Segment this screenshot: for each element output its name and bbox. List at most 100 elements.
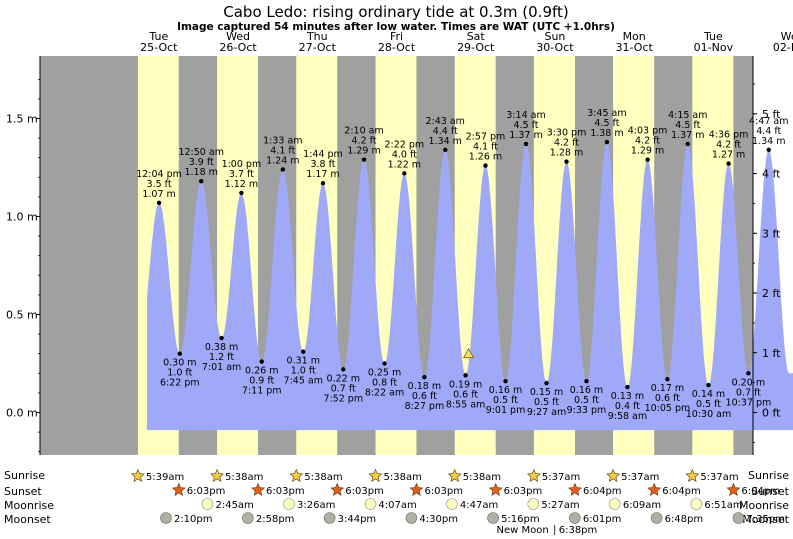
low-time-label-3: 7:01 am (202, 362, 241, 373)
extreme-point-23 (625, 384, 630, 390)
high-m-label-8: 1.17 m (306, 169, 339, 180)
chart-title: Cabo Ledo: rising ordinary tide at 0.3m … (223, 3, 568, 21)
left-tick-label-0: 1.5 m (6, 113, 38, 126)
day-name-3: Fri (390, 30, 403, 43)
high-ft-label-30: 4.4 ft (756, 126, 781, 137)
sunrise-icon-0 (130, 468, 145, 482)
low-m-label-17: 0.16 m (489, 385, 522, 396)
moonset-time-7: 7:35pm (746, 514, 785, 525)
low-ft-label-13: 0.6 ft (412, 391, 437, 402)
high-m-label-16: 1.26 m (469, 152, 502, 163)
low-ft-label-21: 0.5 ft (574, 395, 599, 406)
moonset-time-1: 2:58pm (256, 514, 295, 525)
left-tick-label-1: 1.0 m (6, 211, 38, 224)
sunset-time-4: 6:03pm (504, 486, 543, 497)
extreme-point-16 (483, 163, 488, 168)
low-time-label-25: 10:05 pm (645, 403, 691, 414)
high-ft-label-22: 4.5 ft (594, 118, 619, 129)
day-date-0: 25-Oct (140, 41, 178, 54)
high-m-label-0: 1.07 m (142, 189, 175, 200)
low-m-label-15: 0.19 m (449, 379, 482, 390)
right-tick-label-4: 1 ft (762, 347, 781, 360)
low-ft-label-1: 1.0 ft (167, 368, 192, 379)
high-m-label-2: 1.18 m (184, 167, 217, 178)
moonrise-time-1: 3:26am (297, 500, 335, 511)
low-m-label-3: 0.38 m (205, 342, 238, 353)
sunrise-time-5: 5:37am (542, 472, 580, 483)
day-name-2: Thu (306, 30, 328, 43)
extreme-point-4 (239, 190, 244, 196)
day-name-1: Wed (226, 30, 250, 43)
extreme-point-6 (280, 167, 286, 172)
high-m-label-18: 1.37 m (509, 130, 542, 141)
high-m-label-22: 1.38 m (590, 128, 623, 139)
high-time-label-8: 1:44 pm (303, 149, 343, 160)
sunset-time-0: 6:03pm (187, 486, 226, 497)
extreme-point-19 (544, 380, 549, 386)
moonset-time-2: 3:44pm (338, 514, 377, 525)
day-date-4: 29-Oct (457, 41, 495, 54)
low-m-label-29: 0.20 m (732, 377, 765, 388)
right-tick-label-5: 0 ft (762, 407, 781, 420)
moonrise-icon-3 (446, 498, 458, 510)
low-time-label-23: 9:58 am (608, 411, 647, 422)
extreme-point-8 (320, 180, 326, 186)
sunset-icon-1 (251, 482, 265, 496)
low-time-label-9: 7:52 pm (323, 393, 363, 404)
extreme-point-21 (584, 378, 589, 384)
day-date-8: 02-Nov (773, 41, 793, 54)
high-ft-label-0: 3.5 ft (147, 179, 172, 190)
moonrise-label-left: Moonrise (4, 499, 54, 512)
sunset-time-1: 6:03pm (266, 486, 305, 497)
moonrise-time-2: 4:07am (378, 500, 416, 511)
sunset-icon-0 (171, 482, 186, 496)
extreme-point-26 (685, 141, 691, 147)
sunrise-time-1: 5:38am (225, 472, 263, 483)
low-time-label-5: 7:11 pm (242, 386, 282, 397)
extreme-point-1 (177, 351, 183, 356)
right-tick-label-2: 3 ft (762, 227, 781, 240)
low-ft-label-7: 1.0 ft (291, 366, 316, 377)
sunrise-time-7: 5:37am (700, 472, 738, 483)
moonrise-time-6: 6:51am (704, 500, 742, 511)
moonset-time-3: 4:30pm (419, 514, 458, 525)
left-tick-label-3: 0.0 m (6, 407, 38, 420)
sunrise-icon-7 (685, 468, 700, 482)
high-ft-label-14: 4.4 ft (433, 126, 458, 137)
sunrise-icon-3 (368, 468, 383, 482)
moonset-time-6: 6:48pm (665, 514, 704, 525)
extreme-point-9 (341, 367, 346, 372)
moonrise-time-4: 5:27am (541, 500, 579, 511)
low-ft-label-29: 0.7 ft (736, 387, 761, 398)
right-tick-label-3: 2 ft (762, 287, 781, 300)
sunset-time-5: 6:04pm (583, 486, 622, 497)
moonset-icon-3 (405, 512, 418, 524)
chart-header: Cabo Ledo: rising ordinary tide at 0.3m … (177, 3, 615, 33)
sunset-icon-2 (330, 482, 345, 496)
moonrise-icon-5 (609, 498, 621, 510)
sunset-label-left: Sunset (4, 485, 42, 498)
sunrise-time-3: 5:38am (384, 472, 422, 483)
high-m-label-12: 1.22 m (388, 159, 421, 170)
extreme-point-3 (219, 335, 224, 341)
high-time-label-2: 12:50 am (178, 147, 223, 158)
sunrise-icon-5 (526, 468, 541, 482)
low-m-label-25: 0.17 m (651, 383, 684, 394)
sunrise-time-4: 5:38am (463, 472, 501, 483)
low-m-label-27: 0.14 m (692, 389, 725, 400)
moonrise-icon-4 (527, 498, 540, 510)
extreme-point-10 (361, 157, 367, 162)
day-date-7: 01-Nov (694, 41, 734, 54)
moonrise-label-right: Moonrise (739, 499, 789, 512)
sunset-time-3: 6:03pm (424, 486, 463, 497)
sunrise-icon-4 (447, 468, 462, 482)
sunset-time-2: 6:03pm (345, 486, 384, 497)
astronomy-panel: Sunrise Sunset Moonrise Moonset Sunrise … (4, 468, 790, 536)
sunrise-label-right: Sunrise (748, 469, 789, 482)
moonset-icon-0 (160, 512, 172, 524)
extreme-point-11 (382, 361, 387, 366)
tide-curve (147, 142, 793, 431)
low-ft-label-23: 0.4 ft (615, 401, 640, 412)
moonset-icon-2 (323, 512, 336, 524)
sunset-label-right: Sunset (751, 485, 789, 498)
